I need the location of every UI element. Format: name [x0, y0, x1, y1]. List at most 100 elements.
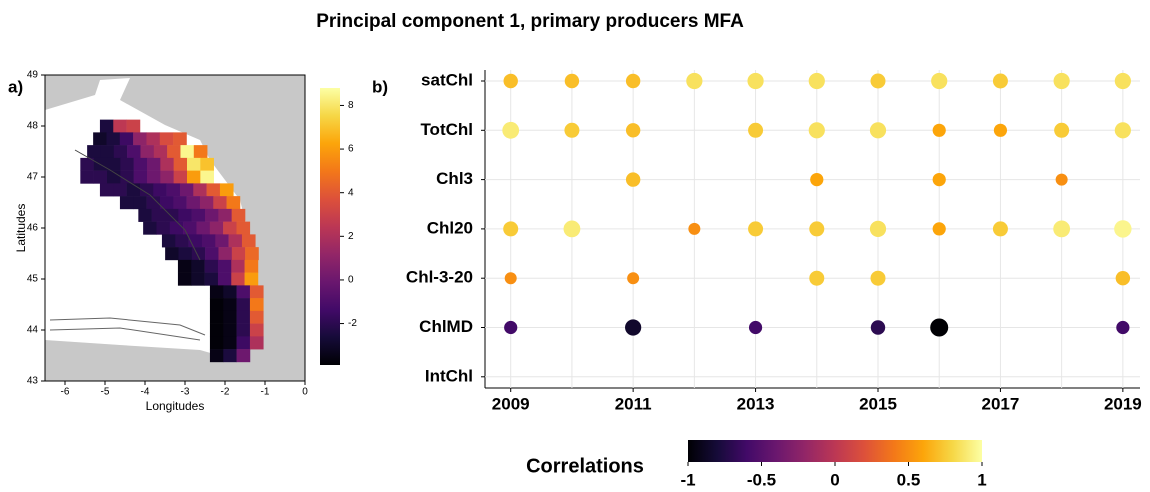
heatmap-cell	[223, 349, 237, 363]
heatmap-cell	[215, 234, 229, 248]
heatmap-cell	[133, 157, 148, 171]
colorbar-tick-label: 0	[348, 275, 354, 286]
bubble	[564, 122, 580, 138]
x-tick-label: -3	[181, 387, 190, 398]
bubble	[932, 222, 946, 236]
x-tick-label: -2	[221, 387, 230, 398]
y-tick-label: satChl	[421, 70, 473, 89]
heatmap-cell	[153, 145, 168, 159]
bubble	[808, 122, 825, 139]
heatmap-cell	[187, 157, 201, 171]
bubble	[563, 220, 581, 238]
heatmap-cell	[201, 234, 216, 248]
heatmap-cell	[217, 259, 232, 273]
heatmap-cell	[209, 323, 224, 337]
heatmap-cell	[236, 323, 251, 337]
heatmap-cell	[209, 310, 224, 324]
colorbar-tick-label: -2	[348, 318, 357, 329]
heatmap-cell	[99, 119, 114, 133]
heatmap-cell	[200, 157, 214, 171]
panel-label: a)	[8, 77, 23, 96]
heatmap-cell	[133, 132, 147, 146]
heatmap-cell	[223, 298, 237, 312]
bubble	[1116, 320, 1130, 335]
bubble	[1054, 122, 1070, 138]
bubble	[1115, 271, 1131, 286]
heatmap-cell	[165, 247, 179, 261]
colorbar-tick-label: -1	[680, 470, 695, 489]
colorbar-tick-label: 0	[830, 470, 839, 489]
heatmap-cell	[236, 349, 251, 363]
bubble	[564, 73, 580, 89]
bubble	[869, 122, 887, 139]
heatmap-cell	[191, 208, 206, 222]
bubble	[1055, 173, 1068, 186]
heatmap-cell	[191, 272, 205, 286]
heatmap-cell	[146, 196, 161, 210]
y-tick-label: Chl20	[427, 218, 473, 237]
heatmap-cell	[107, 157, 121, 171]
heatmap-cell	[167, 145, 181, 159]
heatmap-cell	[173, 132, 187, 146]
heatmap-cell	[159, 132, 174, 146]
heatmap-cell	[217, 272, 232, 286]
heatmap-cell	[231, 259, 245, 273]
bubble	[748, 320, 763, 335]
heatmap-cell	[93, 132, 107, 146]
heatmap-cell	[153, 183, 167, 197]
heatmap-cell	[140, 145, 155, 159]
bubble	[504, 320, 518, 335]
heatmap-cell	[209, 285, 224, 299]
heatmap-cell	[223, 323, 237, 337]
heatmap-cell	[175, 234, 189, 248]
heatmap-cell	[87, 145, 101, 159]
heatmap-cell	[249, 285, 264, 299]
colorbar-tick-label: 6	[348, 144, 354, 155]
heatmap-cell	[127, 145, 141, 159]
bubble	[504, 272, 517, 285]
heatmap-cell	[231, 247, 246, 261]
heatmap-cell	[200, 170, 214, 184]
figure-title: Principal component 1, primary producers…	[316, 11, 744, 32]
colorbar-tick-label: -0.5	[747, 470, 776, 489]
heatmap-cell	[249, 310, 264, 324]
bubble	[625, 319, 642, 336]
heatmap-cell	[241, 234, 256, 248]
heatmap-cell	[218, 247, 233, 261]
colorbar-title: Correlations	[526, 455, 644, 477]
colorbar-tick-label: 4	[348, 187, 354, 198]
heatmap-cell	[209, 298, 224, 312]
heatmap-cell	[209, 349, 224, 363]
panel-label: b)	[372, 77, 388, 96]
colorbar-tick-label: 1	[977, 470, 986, 489]
x-tick-label: 2009	[492, 394, 530, 413]
heatmap-cell	[178, 208, 192, 222]
bubble	[932, 123, 946, 137]
bubble	[931, 72, 948, 90]
heatmap-cell	[113, 119, 127, 133]
y-tick-label: 47	[27, 172, 39, 183]
heatmap-cell	[179, 183, 194, 197]
colorbar	[320, 88, 340, 365]
y-tick-label: ChlMD	[419, 317, 473, 336]
heatmap-cell	[173, 170, 188, 184]
heatmap-cell	[120, 157, 134, 171]
bubble	[747, 72, 764, 90]
heatmap-cell	[223, 285, 237, 299]
heatmap-cell	[223, 221, 237, 235]
heatmap-cell	[191, 259, 205, 273]
heatmap-cell	[218, 208, 232, 222]
heatmap-cell	[160, 157, 174, 171]
bubble	[932, 173, 946, 187]
heatmap-cell	[100, 145, 115, 159]
bubble	[625, 172, 641, 187]
heatmap-cell	[126, 119, 141, 133]
y-tick-label: 46	[27, 223, 39, 234]
heatmap-cell	[226, 196, 241, 210]
heatmap-cell	[119, 196, 134, 210]
heatmap-cell	[249, 336, 264, 350]
heatmap-cell	[106, 132, 121, 146]
contour	[74, 149, 201, 261]
bubble	[869, 220, 887, 237]
contour	[49, 327, 201, 341]
